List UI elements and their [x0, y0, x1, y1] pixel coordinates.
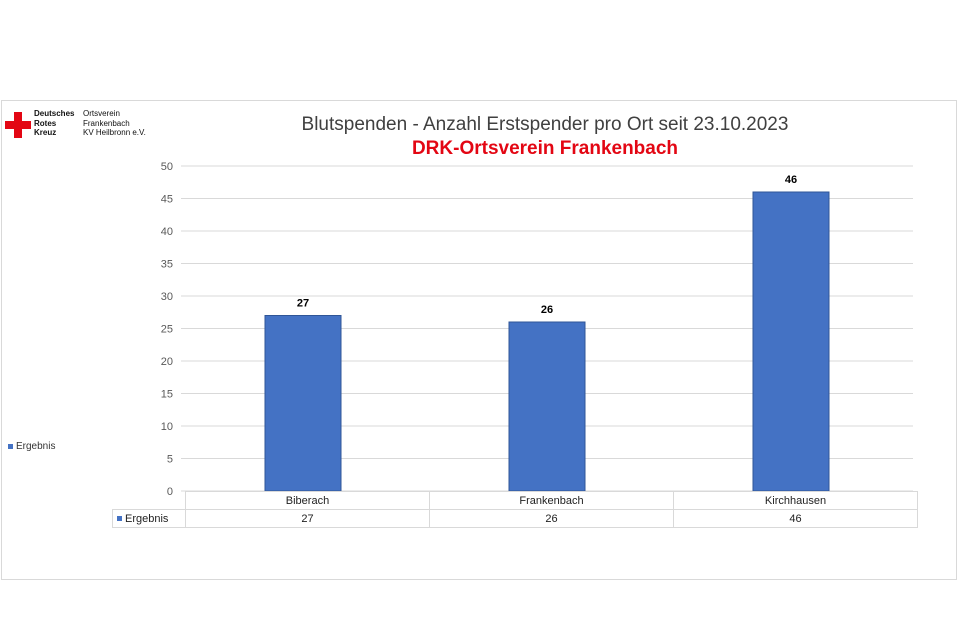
y-tick-label: 45: [161, 194, 173, 206]
bar: [264, 315, 342, 492]
data-table-row: Ergebnis 27 26 46: [112, 509, 918, 528]
table-value: 46: [673, 509, 918, 528]
y-tick-label: 10: [161, 421, 173, 433]
red-cross-icon: [5, 112, 31, 138]
data-label: 26: [541, 304, 553, 316]
bar: [752, 191, 830, 492]
logo-org-text: Deutsches Rotes Kreuz: [34, 109, 75, 137]
y-tick-label: 50: [161, 161, 173, 173]
table-value: 27: [185, 509, 430, 528]
data-table-corner: [112, 491, 186, 510]
table-category: Kirchhausen: [673, 491, 918, 510]
data-table-header-row: Biberach Frankenbach Kirchhausen: [112, 491, 918, 510]
drk-logo: Deutsches Rotes Kreuz Ortsverein Franken…: [5, 108, 165, 140]
chart-subtitle: DRK-Ortsverein Frankenbach: [411, 138, 679, 159]
legend-swatch: [8, 443, 13, 449]
table-category: Frankenbach: [429, 491, 674, 510]
data-table: Biberach Frankenbach Kirchhausen Ergebni…: [112, 491, 918, 528]
data-label: 46: [785, 174, 797, 186]
y-tick-label: 35: [161, 259, 173, 271]
y-tick-label: 30: [161, 291, 173, 303]
table-category: Biberach: [185, 491, 430, 510]
chart-title: Blutspenden - Anzahl Erstspender pro Ort…: [301, 114, 789, 135]
legend-label: Ergebnis: [16, 441, 56, 452]
y-tick-label: 25: [161, 324, 173, 336]
y-tick-label: 20: [161, 356, 173, 368]
logo-subtext: Ortsverein Frankenbach KV Heilbronn e.V.: [83, 109, 146, 137]
data-label: 27: [297, 298, 309, 310]
y-tick-label: 15: [161, 389, 173, 401]
table-value: 26: [429, 509, 674, 528]
bar: [508, 321, 586, 492]
table-row-label: Ergebnis: [112, 509, 186, 528]
y-tick-label: 40: [161, 226, 173, 238]
legend: Ergebnis: [8, 441, 55, 452]
y-tick-label: 5: [167, 454, 173, 466]
